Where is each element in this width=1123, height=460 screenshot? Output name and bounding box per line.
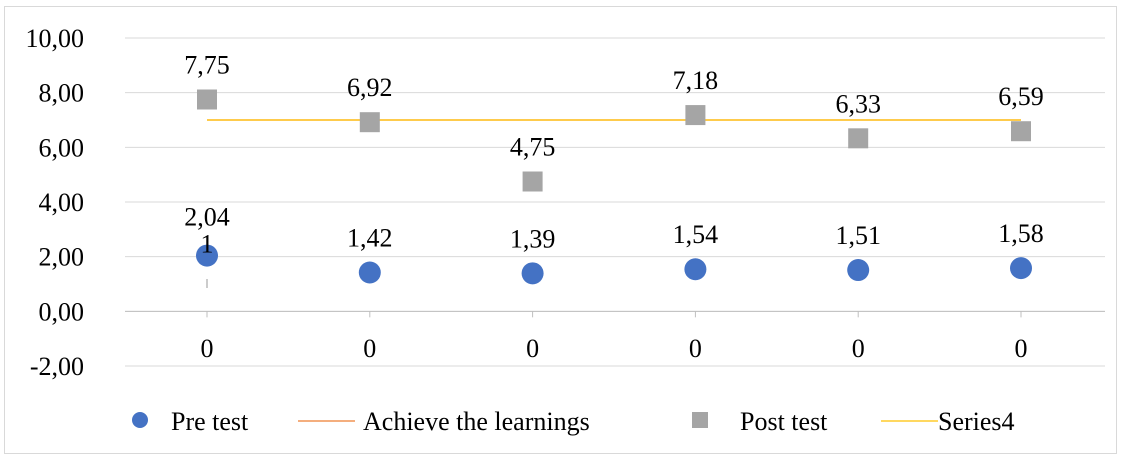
chart-frame [4, 6, 1117, 454]
legend-marker-pre-test [132, 412, 148, 428]
y-tick-label: 4,00 [39, 188, 85, 217]
post-test-point [522, 171, 543, 192]
pre-test-data-label: 1,42 [347, 224, 393, 253]
pre-test-point [521, 262, 544, 285]
legend-label: Pre test [171, 407, 249, 436]
legend-marker-post-test [692, 412, 708, 428]
post-test-point [848, 128, 869, 149]
pre-test-point [847, 259, 870, 282]
x-tick-label: 0 [689, 334, 702, 363]
x-tick-label: 0 [1015, 334, 1028, 363]
pre-test-data-label: 1,51 [835, 221, 881, 250]
post-test-data-label: 4,75 [510, 133, 556, 162]
pre-test-data-label: 1,54 [673, 220, 719, 249]
post-test-data-label: 7,75 [184, 51, 230, 80]
post-test-data-label: 6,59 [998, 82, 1044, 111]
x-tick-label: 0 [363, 334, 376, 363]
pre-test-data-label: 1,39 [510, 224, 556, 253]
post-test-data-label: 6,33 [835, 89, 881, 118]
pre-test-data-label: 1,58 [998, 219, 1044, 248]
y-tick-label: 8,00 [39, 79, 85, 108]
y-tick-label: -2,00 [30, 352, 84, 381]
legend-label: Achieve the learnings [363, 407, 590, 436]
post-test-data-label: 7,18 [673, 66, 719, 95]
pre-test-point [684, 258, 707, 281]
pre-test-data-label: 2,04 1 [184, 203, 230, 259]
y-tick-label: 10,00 [26, 24, 85, 53]
post-test-point [685, 105, 706, 126]
post-test-point [197, 89, 217, 110]
x-tick-label: 0 [526, 334, 539, 363]
legend-label: Post test [740, 407, 828, 436]
pre-test-point [196, 244, 218, 267]
pre-test-point [358, 261, 381, 284]
post-test-point [359, 112, 380, 133]
post-test-data-label: 6,92 [347, 73, 393, 102]
x-tick-label: 0 [201, 334, 214, 363]
y-tick-label: 2,00 [39, 243, 85, 272]
y-tick-label: 0,00 [39, 297, 85, 326]
y-tick-label: 6,00 [39, 133, 85, 162]
legend-label: Series4 [938, 407, 1015, 436]
pre-test-point [1010, 257, 1032, 280]
post-test-point [1011, 121, 1031, 142]
x-tick-label: 0 [852, 334, 865, 363]
